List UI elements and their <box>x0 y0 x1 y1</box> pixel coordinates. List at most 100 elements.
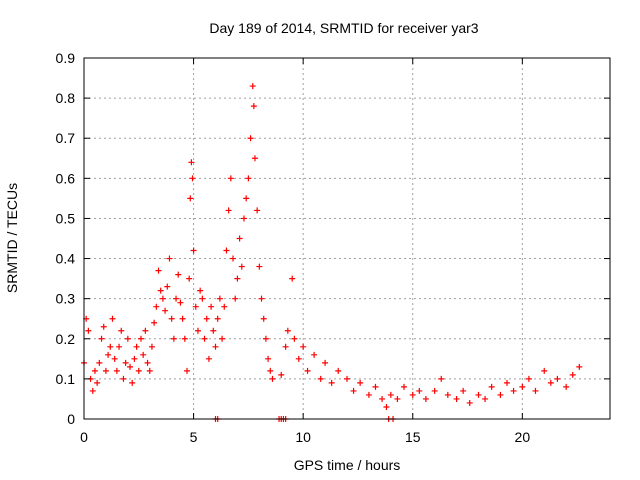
data-point <box>282 343 289 350</box>
data-point <box>569 371 576 378</box>
data-point <box>105 351 112 358</box>
y-tick-label: 0.2 <box>56 331 76 347</box>
data-point <box>236 235 243 242</box>
data-point <box>497 391 504 398</box>
data-point <box>265 355 272 362</box>
y-tick-labels: 0 0.1 0.2 0.3 0.4 0.5 0.6 0.7 0.8 0.9 <box>56 50 76 427</box>
data-point <box>187 195 194 202</box>
data-point <box>379 395 386 402</box>
data-point <box>173 295 180 302</box>
data-point <box>365 391 372 398</box>
data-point <box>300 343 307 350</box>
data-point <box>133 343 140 350</box>
data-point <box>258 295 265 302</box>
data-point <box>210 327 217 334</box>
data-point <box>118 327 125 334</box>
data-point <box>394 395 401 402</box>
chart-title: Day 189 of 2014, SRMTID for receiver yar… <box>209 20 478 36</box>
data-point <box>190 247 197 254</box>
data-point <box>216 295 223 302</box>
data-point <box>232 295 239 302</box>
data-point <box>177 299 184 306</box>
x-tick-label: 0 <box>80 429 88 445</box>
data-point <box>166 255 173 262</box>
data-point <box>179 315 186 322</box>
data-point <box>278 371 285 378</box>
data-point <box>148 343 155 350</box>
data-point <box>205 355 212 362</box>
data-point <box>311 351 318 358</box>
data-point <box>189 175 196 182</box>
data-point <box>223 247 230 254</box>
data-point <box>547 379 554 386</box>
data-point <box>291 335 298 342</box>
data-point <box>122 359 129 366</box>
data-point <box>444 391 451 398</box>
data-point <box>170 335 177 342</box>
data-point <box>219 335 226 342</box>
data-point <box>146 367 153 374</box>
data-point <box>269 375 276 382</box>
data-point <box>192 303 199 310</box>
axis-ticks <box>83 57 610 420</box>
grid-lines <box>84 58 610 419</box>
data-point <box>168 315 175 322</box>
data-point <box>383 403 390 410</box>
data-point <box>243 195 250 202</box>
data-point <box>503 379 510 386</box>
data-point <box>120 375 127 382</box>
data-point <box>289 275 296 282</box>
data-point <box>357 379 364 386</box>
data-point <box>197 287 204 294</box>
x-tick-labels: 0 5 10 15 20 <box>80 429 530 445</box>
data-point <box>153 303 160 310</box>
data-point <box>225 207 232 214</box>
data-point <box>249 83 256 90</box>
data-point <box>140 351 147 358</box>
data-point <box>335 367 342 374</box>
data-point <box>107 343 114 350</box>
data-point <box>267 367 274 374</box>
y-tick-label: 0.3 <box>56 291 76 307</box>
data-point <box>234 275 241 282</box>
data-point <box>194 327 201 334</box>
y-axis-label: SRMTID / TECUs <box>4 183 20 293</box>
data-point <box>96 359 103 366</box>
y-tick-label: 0.9 <box>56 50 76 66</box>
data-point <box>453 395 460 402</box>
data-point <box>245 175 252 182</box>
data-point <box>525 375 532 382</box>
data-point <box>431 387 438 394</box>
data-point <box>203 315 210 322</box>
x-axis-label: GPS time / hours <box>294 457 401 473</box>
data-point <box>151 319 158 326</box>
data-point <box>89 387 96 394</box>
data-point <box>284 327 291 334</box>
data-point <box>212 343 219 350</box>
y-tick-label: 0.8 <box>56 90 76 106</box>
data-point <box>188 159 195 166</box>
data-point <box>201 335 208 342</box>
y-tick-label: 0.5 <box>56 210 76 226</box>
x-tick-label: 15 <box>405 429 421 445</box>
data-point <box>227 175 234 182</box>
data-point <box>240 215 247 222</box>
data-points <box>81 83 583 422</box>
data-point <box>416 387 423 394</box>
data-point <box>372 383 379 390</box>
data-point <box>214 315 221 322</box>
y-tick-label: 0 <box>67 411 75 427</box>
data-point <box>532 387 539 394</box>
data-point <box>129 379 136 386</box>
data-point <box>510 387 517 394</box>
data-point <box>262 335 269 342</box>
data-point <box>102 367 109 374</box>
data-point <box>482 395 489 402</box>
data-point <box>387 391 394 398</box>
data-point <box>164 283 171 290</box>
data-point <box>344 375 350 382</box>
data-point <box>322 359 329 366</box>
data-point <box>475 391 482 398</box>
data-point <box>466 399 473 406</box>
data-point <box>221 303 228 310</box>
